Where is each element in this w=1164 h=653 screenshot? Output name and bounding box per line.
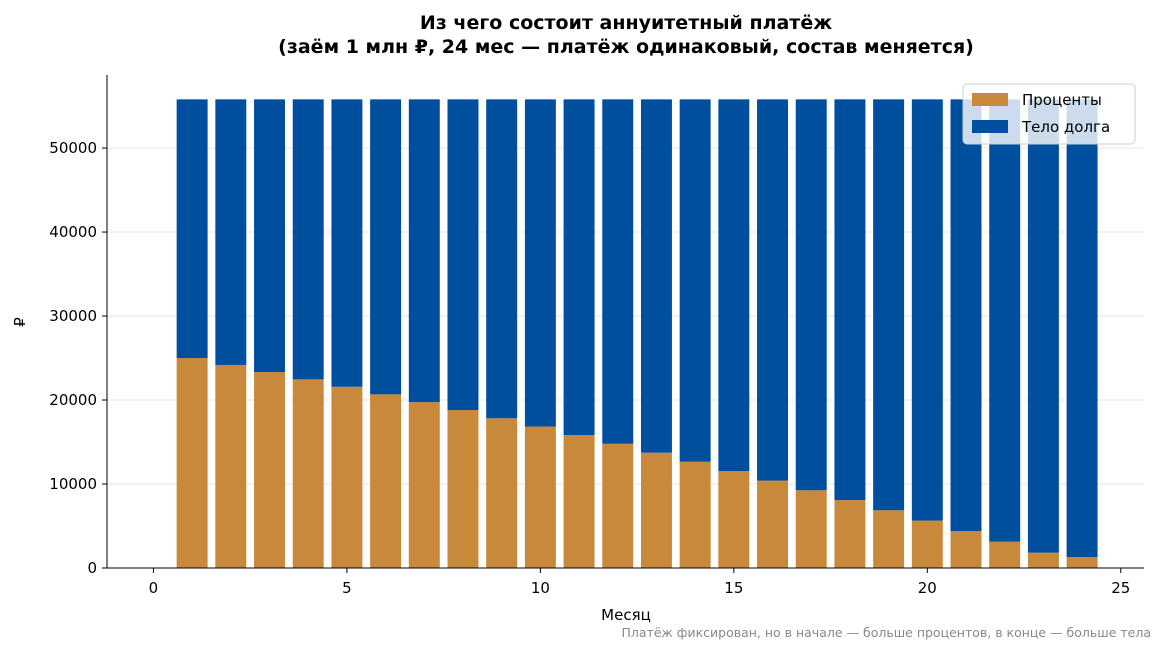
bar-interest-23 (1027, 552, 1059, 568)
x-tick-label-10: 10 (531, 579, 550, 597)
x-axis-label: Месяц (601, 606, 651, 624)
bar-interest-20 (911, 520, 943, 568)
bar-interest-5 (331, 386, 363, 568)
bar-interest-18 (834, 500, 866, 568)
bar-principal-6 (370, 99, 402, 395)
bar-interest-11 (563, 435, 595, 568)
bar-principal-15 (718, 99, 750, 472)
bar-interest-2 (215, 364, 247, 568)
bar-principal-20 (911, 99, 943, 521)
bar-principal-18 (834, 99, 866, 501)
y-tick-label-40000: 40000 (49, 223, 97, 241)
bar-interest-9 (486, 418, 518, 568)
y-tick-label-20000: 20000 (49, 391, 97, 409)
bar-interest-1 (176, 358, 208, 568)
bar-interest-19 (873, 510, 905, 568)
y-ticks: 0 10000 20000 30000 40000 50000 (49, 139, 107, 577)
legend: Проценты Тело долга (962, 83, 1136, 145)
bar-principal-22 (989, 99, 1021, 542)
x-tick-label-15: 15 (724, 579, 743, 597)
bar-interest-3 (254, 372, 285, 568)
bar-principal-8 (447, 99, 479, 411)
x-tick-label-0: 0 (149, 579, 159, 597)
x-tick-label-20: 20 (918, 579, 937, 597)
bar-principal-7 (408, 99, 440, 403)
y-tick-label-0: 0 (87, 559, 97, 577)
legend-label-principal: Тело долга (1021, 118, 1110, 136)
bar-interest-15 (718, 471, 750, 568)
legend-label-interest: Проценты (1022, 91, 1102, 109)
bar-principal-14 (679, 99, 711, 462)
bar-principal-3 (254, 99, 285, 373)
bar-principal-10 (524, 99, 556, 427)
bar-interest-21 (950, 531, 982, 568)
bar-interest-10 (524, 426, 556, 568)
bar-interest-16 (757, 480, 789, 568)
bar-principal-13 (640, 99, 672, 453)
bar-interest-22 (989, 541, 1021, 568)
bar-principal-17 (795, 99, 827, 491)
legend-swatch-interest (972, 93, 1008, 106)
bar-interest-12 (602, 443, 634, 568)
y-tick-label-30000: 30000 (49, 307, 97, 325)
bar-principal-24 (1066, 99, 1098, 558)
bar-interest-4 (292, 379, 324, 568)
bar-principal-5 (331, 99, 363, 387)
y-tick-label-50000: 50000 (49, 139, 97, 157)
bar-interest-14 (679, 461, 711, 568)
bar-interest-13 (640, 452, 672, 568)
y-tick-label-10000: 10000 (49, 475, 97, 493)
bar-interest-8 (447, 410, 479, 568)
bar-principal-16 (757, 99, 789, 481)
chart-subtitle: (заём 1 млн ₽, 24 мес — платёж одинаковы… (278, 36, 974, 58)
bar-principal-11 (563, 99, 595, 436)
bars (176, 99, 1098, 568)
x-tick-label-25: 25 (1111, 579, 1130, 597)
footnote: Платёж фиксирован, но в начале — больше … (622, 625, 1151, 640)
chart-title: Из чего состоит аннуитетный платёж (420, 12, 832, 34)
bar-principal-23 (1027, 99, 1059, 553)
legend-swatch-principal (972, 120, 1008, 133)
bar-interest-17 (795, 490, 827, 568)
bar-interest-6 (370, 394, 402, 568)
bar-principal-21 (950, 99, 982, 532)
bar-principal-2 (215, 99, 247, 365)
y-axis-label: ₽ (11, 317, 29, 327)
bar-principal-1 (176, 99, 208, 359)
bar-principal-19 (873, 99, 905, 511)
x-tick-label-5: 5 (342, 579, 352, 597)
bar-principal-4 (292, 99, 324, 380)
axes (106, 75, 1144, 569)
bar-principal-12 (602, 99, 634, 444)
x-ticks: 0 5 10 15 20 25 (149, 568, 1130, 597)
bar-interest-24 (1066, 557, 1098, 568)
bar-principal-9 (486, 99, 518, 419)
bar-interest-7 (408, 402, 440, 568)
